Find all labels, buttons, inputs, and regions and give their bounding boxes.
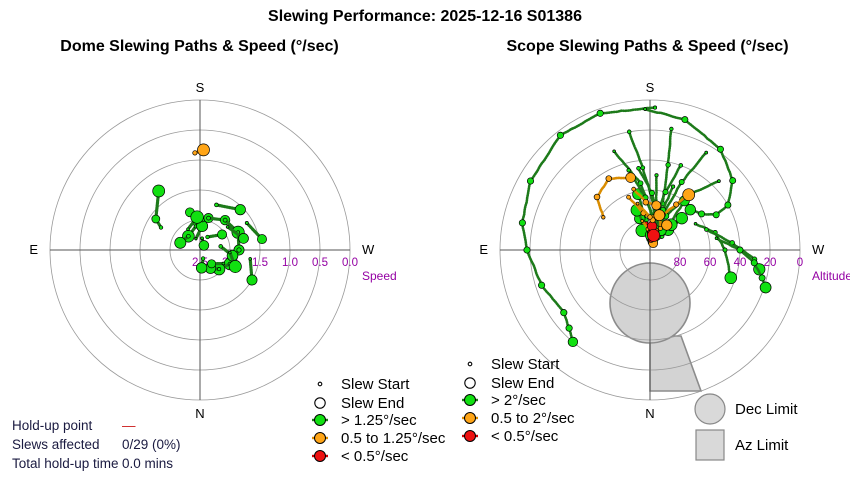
svg-text:W: W [362, 242, 375, 257]
svg-text:80: 80 [674, 257, 687, 269]
svg-text:Slew Start: Slew Start [491, 356, 560, 373]
svg-text:< 0.5°/sec: < 0.5°/sec [341, 448, 409, 465]
svg-text:E: E [29, 242, 38, 257]
svg-text:60: 60 [704, 257, 717, 269]
svg-text:Slew Start: Slew Start [341, 376, 410, 393]
svg-text:W: W [812, 242, 825, 257]
svg-text:Altitude: Altitude [812, 269, 850, 283]
svg-text:< 0.5°/sec: < 0.5°/sec [491, 428, 559, 445]
svg-text:N: N [645, 406, 654, 421]
svg-text:0.5 to 2°/sec: 0.5 to 2°/sec [491, 410, 575, 427]
svg-text:Slew End: Slew End [341, 395, 404, 412]
svg-text:Az Limit: Az Limit [735, 437, 789, 454]
svg-text:Speed: Speed [362, 269, 397, 283]
svg-text:40: 40 [734, 257, 747, 269]
svg-text:S: S [196, 80, 205, 95]
svg-text:> 2°/sec: > 2°/sec [491, 392, 546, 409]
svg-text:0.5: 0.5 [312, 257, 328, 269]
svg-text:E: E [479, 242, 488, 257]
svg-text:0.0: 0.0 [342, 257, 358, 269]
svg-text:N: N [195, 406, 204, 421]
svg-text:Slew End: Slew End [491, 375, 554, 392]
svg-text:> 1.25°/sec: > 1.25°/sec [341, 412, 417, 429]
svg-text:Dec Limit: Dec Limit [735, 401, 798, 418]
svg-text:S: S [646, 80, 655, 95]
svg-text:1.0: 1.0 [282, 257, 298, 269]
svg-text:1.5: 1.5 [252, 257, 268, 269]
svg-text:20: 20 [764, 257, 777, 269]
svg-text:0: 0 [797, 257, 803, 269]
